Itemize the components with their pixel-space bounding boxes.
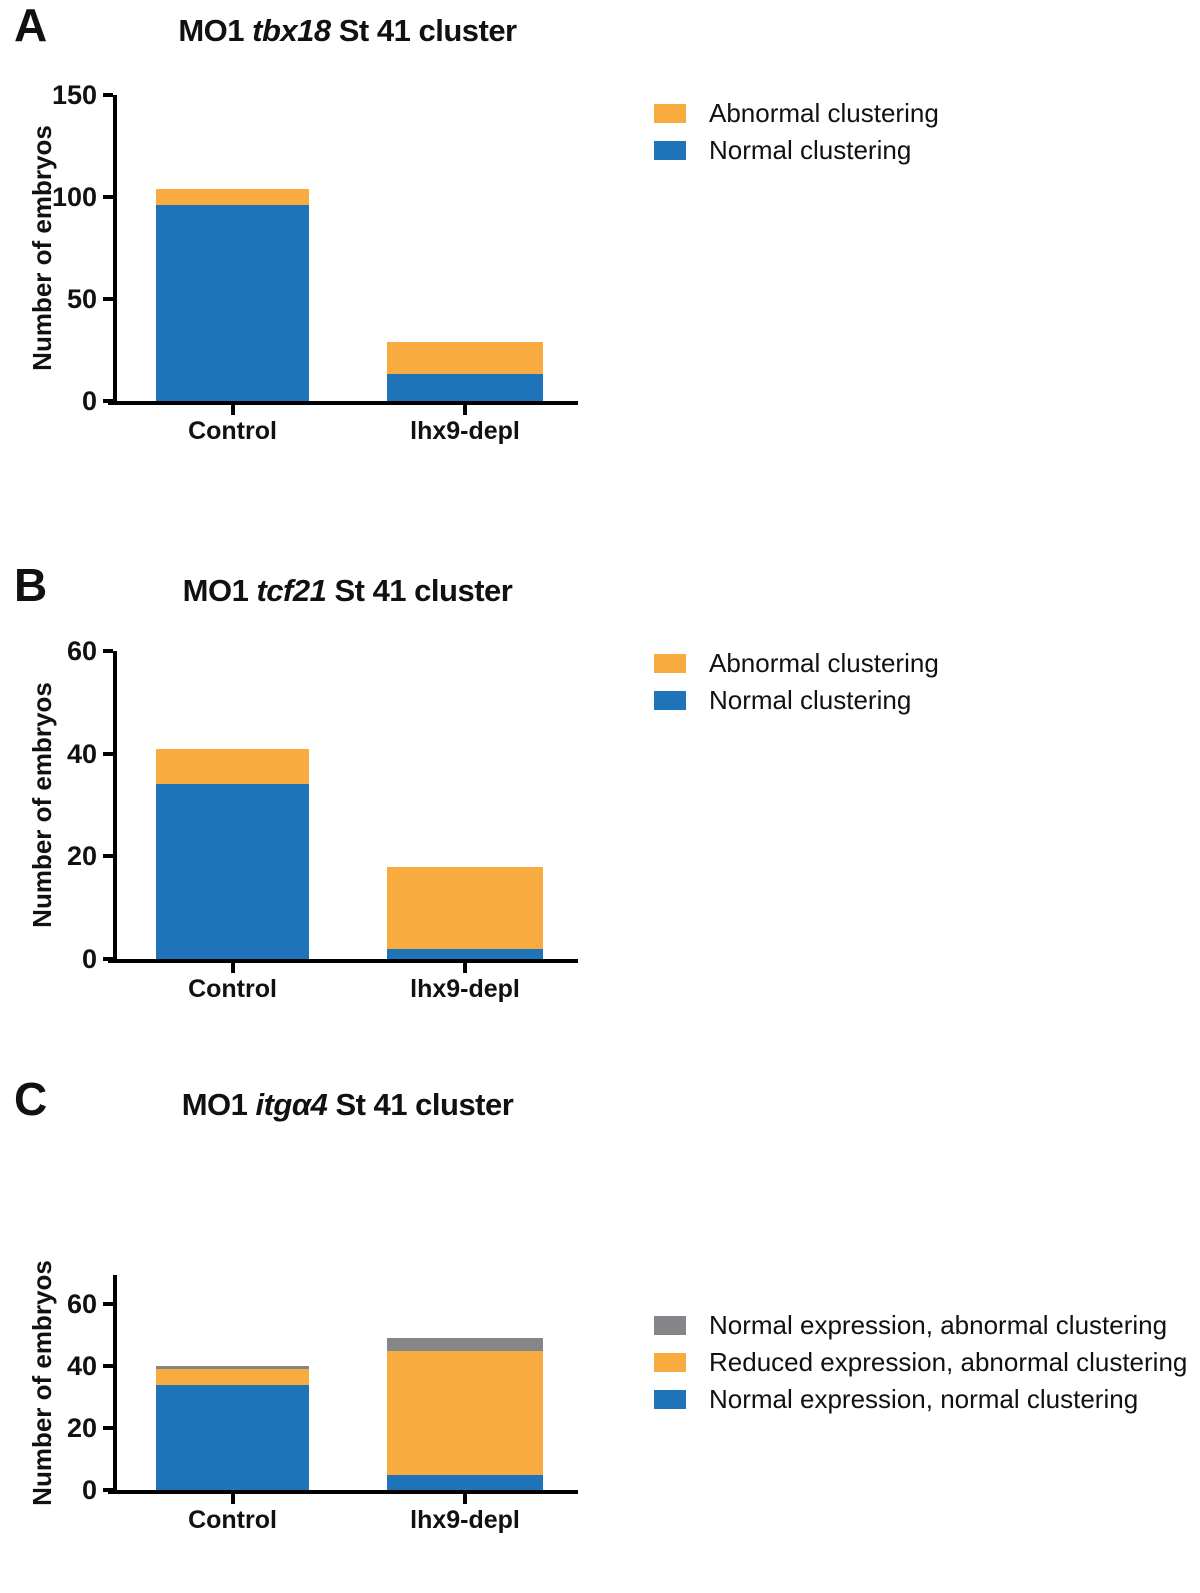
y-tick-label: 20 <box>66 1413 97 1444</box>
bar-segment <box>156 188 309 206</box>
x-category-label: lhx9-depl <box>410 417 520 445</box>
title-prefix: MO1 <box>182 573 257 608</box>
y-tick-mark <box>103 1364 113 1369</box>
y-tick-mark <box>103 854 113 859</box>
legend-swatch <box>654 104 686 123</box>
plot-area-c: 0 20 40 60 Control lhx9-depl <box>67 1275 578 1534</box>
y-tick-mark <box>103 195 113 199</box>
bar-segment <box>387 341 543 375</box>
title-suffix: St 41 cluster <box>326 573 513 608</box>
chart-title-a: MO1 tbx18 St 41 cluster <box>87 12 608 49</box>
legend-label: Abnormal clustering <box>709 98 939 128</box>
plot-area-a: 0 50 100 150 Control lhx9-depl <box>52 80 578 445</box>
y-tick-label: 0 <box>81 386 97 416</box>
y-tick-mark <box>103 93 113 97</box>
x-axis-line <box>108 401 578 405</box>
bar-segment <box>156 1384 309 1490</box>
y-axis-line <box>113 651 117 963</box>
legend-swatch <box>654 654 686 673</box>
bar-segment <box>387 1350 543 1475</box>
title-gene-italic: itgα4 <box>255 1087 328 1122</box>
legend-swatch <box>654 1316 686 1335</box>
x-tick-mark <box>230 963 235 973</box>
legend-swatch <box>654 141 686 160</box>
bar-segment <box>387 948 543 959</box>
legend-swatch <box>654 1390 686 1409</box>
x-category-label: Control <box>188 417 277 445</box>
x-axis-line <box>108 1490 578 1494</box>
x-tick-mark <box>230 405 235 415</box>
y-tick-label: 0 <box>81 1475 97 1505</box>
panel-letter-c: C <box>14 1073 48 1125</box>
x-tick-mark <box>463 1494 467 1504</box>
title-gene-italic: tbx18 <box>252 13 331 48</box>
x-tick-mark <box>463 405 467 415</box>
x-tick-mark <box>230 1494 235 1504</box>
bar-segment <box>387 374 543 401</box>
legend-label: Reduced expression, abnormal clustering <box>709 1347 1188 1377</box>
title-prefix: MO1 <box>178 13 253 48</box>
legend-label: Normal expression, abnormal clustering <box>709 1310 1168 1340</box>
title-suffix: St 41 cluster <box>327 1087 514 1122</box>
y-tick-label: 60 <box>66 1289 97 1320</box>
bar-segment <box>387 1474 543 1490</box>
bar-segment <box>387 1338 543 1351</box>
x-axis-line <box>108 959 578 963</box>
x-tick-mark <box>463 963 467 973</box>
legend-swatch <box>654 691 686 710</box>
bar-segment <box>156 1369 309 1385</box>
x-category-label: lhx9-depl <box>410 975 520 1003</box>
bar-segment <box>156 784 309 959</box>
legend-label: Abnormal clustering <box>709 648 939 678</box>
y-tick-label: 20 <box>66 841 97 872</box>
y-tick-label: 40 <box>66 738 97 769</box>
title-suffix: St 41 cluster <box>330 13 517 48</box>
y-tick-mark <box>103 399 113 403</box>
legend-label: Normal expression, normal clustering <box>709 1384 1139 1414</box>
panel-letter-a: A <box>14 0 48 51</box>
y-tick-mark <box>103 1488 113 1492</box>
plot-area-b: 0 20 40 60 Control lhx9-depl <box>67 636 578 1003</box>
y-tick-mark <box>103 649 113 653</box>
y-tick-label: 150 <box>51 80 97 110</box>
bar-segment <box>156 1366 309 1370</box>
title-gene-italic: tcf21 <box>256 573 327 608</box>
y-tick-mark <box>103 751 113 756</box>
y-tick-label: 40 <box>66 1351 97 1382</box>
y-axis-line <box>113 95 117 405</box>
y-tick-mark <box>103 1302 113 1307</box>
y-tick-label: 100 <box>51 182 97 212</box>
bar-segment <box>156 748 309 785</box>
y-tick-label: 50 <box>66 284 97 314</box>
legend-swatch <box>654 1353 686 1372</box>
y-tick-mark <box>103 297 113 301</box>
y-tick-mark <box>103 957 113 961</box>
legend-label: Normal clustering <box>709 685 912 715</box>
bar-segment <box>156 205 309 401</box>
y-axis-line <box>113 1275 117 1494</box>
y-tick-label: 60 <box>66 636 97 666</box>
title-prefix: MO1 <box>181 1087 256 1122</box>
panel-letter-b: B <box>14 559 48 611</box>
bar-segment <box>387 866 543 949</box>
y-tick-label: 0 <box>81 944 97 974</box>
x-category-label: Control <box>188 975 277 1003</box>
x-category-label: lhx9-depl <box>410 1506 520 1534</box>
chart-title-c: MO1 itgα4 St 41 cluster <box>87 1086 608 1123</box>
chart-title-b: MO1 tcf21 St 41 cluster <box>87 572 608 609</box>
legend-label: Normal clustering <box>709 135 912 165</box>
x-category-label: Control <box>188 1506 277 1534</box>
y-tick-mark <box>103 1426 113 1431</box>
